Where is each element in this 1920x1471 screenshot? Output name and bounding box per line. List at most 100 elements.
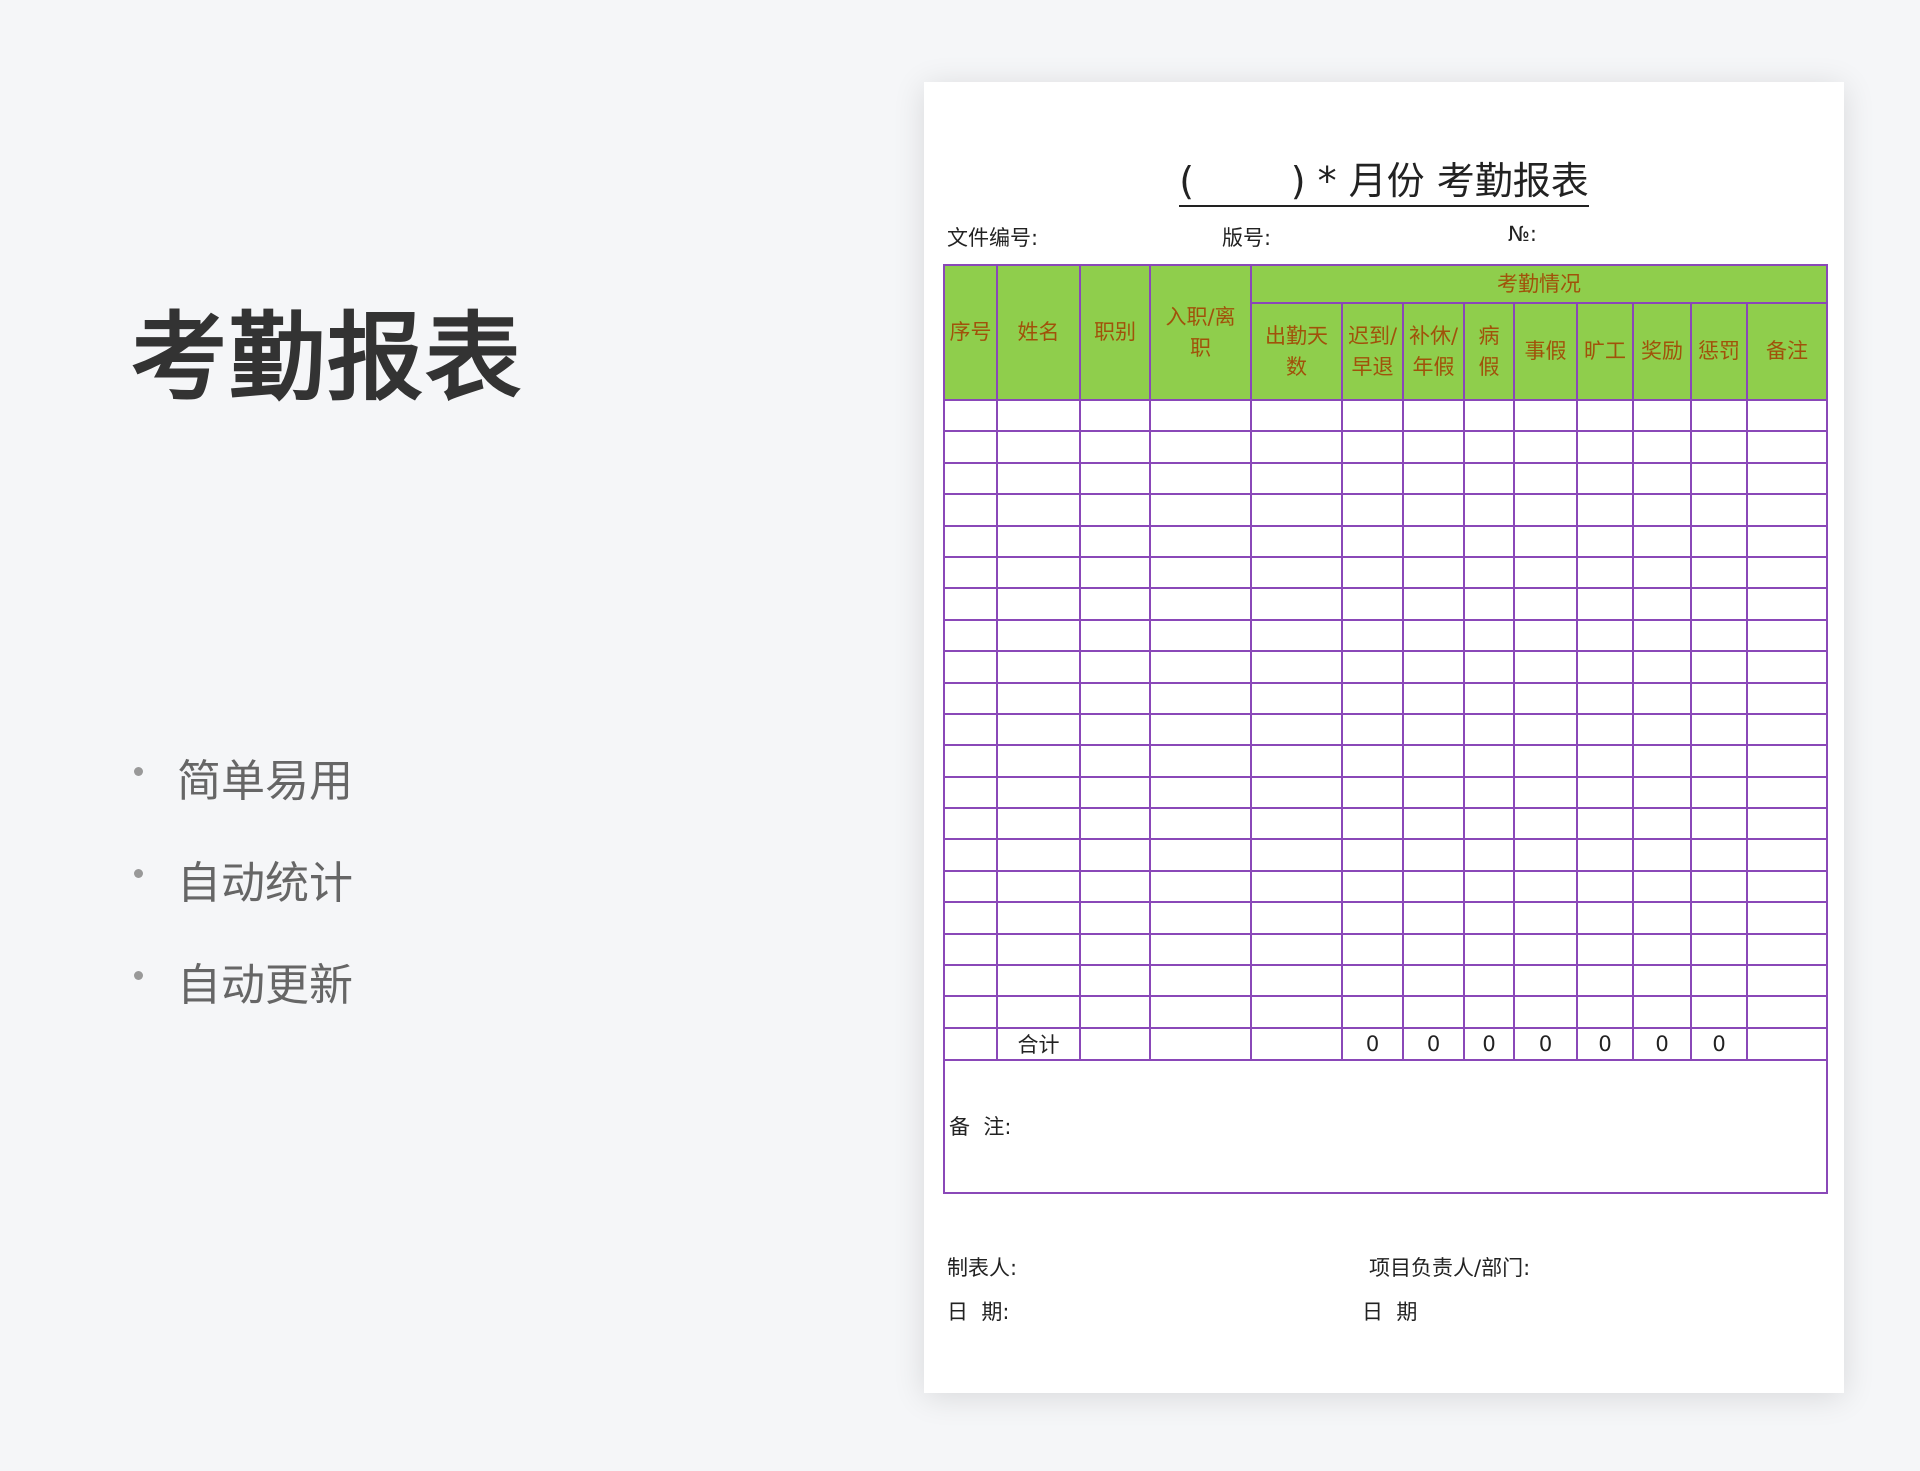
table-cell[interactable] <box>1576 524 1634 558</box>
table-cell[interactable] <box>996 807 1081 841</box>
table-cell[interactable] <box>1745 995 1829 1029</box>
table-cell[interactable] <box>1402 618 1465 653</box>
table-cell[interactable] <box>1513 430 1578 464</box>
table-cell[interactable] <box>1149 712 1252 747</box>
table-cell[interactable] <box>1690 838 1748 872</box>
table-cell[interactable] <box>1079 838 1151 872</box>
table-cell[interactable] <box>1250 901 1343 935</box>
table-cell[interactable] <box>1463 555 1515 590</box>
table-cell[interactable] <box>1341 901 1404 935</box>
table-cell[interactable] <box>1341 775 1404 810</box>
table-cell[interactable] <box>1632 650 1692 684</box>
table-cell[interactable] <box>1250 869 1343 904</box>
table-cell[interactable] <box>1745 932 1829 967</box>
table-cell[interactable] <box>943 744 998 778</box>
table-cell[interactable] <box>1513 712 1578 747</box>
table-cell[interactable] <box>943 964 998 998</box>
table-cell[interactable] <box>1463 901 1515 935</box>
table-cell[interactable] <box>1079 901 1151 935</box>
table-cell[interactable] <box>1576 712 1634 747</box>
table-cell[interactable] <box>1250 807 1343 841</box>
table-cell[interactable] <box>1463 932 1515 967</box>
table-cell[interactable] <box>1402 398 1465 433</box>
table-cell[interactable] <box>1690 398 1748 433</box>
table-cell[interactable] <box>1463 869 1515 904</box>
table-cell[interactable] <box>1463 807 1515 841</box>
table-cell[interactable] <box>1463 681 1515 715</box>
table-cell[interactable] <box>1576 493 1634 527</box>
table-cell[interactable] <box>1149 681 1252 715</box>
table-cell[interactable] <box>1079 744 1151 778</box>
table-cell[interactable] <box>1632 838 1692 872</box>
table-cell[interactable] <box>1250 995 1343 1029</box>
table-cell[interactable] <box>1463 430 1515 464</box>
table-cell[interactable] <box>1250 398 1343 433</box>
table-cell[interactable] <box>1402 775 1465 810</box>
table-cell[interactable] <box>1402 838 1465 872</box>
table-cell[interactable] <box>1745 869 1829 904</box>
table-cell[interactable] <box>1341 555 1404 590</box>
table-cell[interactable] <box>1149 493 1252 527</box>
table-cell[interactable] <box>1463 461 1515 496</box>
table-cell[interactable] <box>1402 555 1465 590</box>
table-cell[interactable] <box>1079 807 1151 841</box>
table-cell[interactable] <box>1690 932 1748 967</box>
table-cell[interactable] <box>1745 398 1829 433</box>
table-cell[interactable] <box>1079 932 1151 967</box>
table-cell[interactable] <box>1079 869 1151 904</box>
table-cell[interactable] <box>1149 869 1252 904</box>
table-cell[interactable] <box>1690 775 1748 810</box>
table-cell[interactable] <box>996 995 1081 1029</box>
table-cell[interactable] <box>1149 618 1252 653</box>
table-cell[interactable] <box>1576 995 1634 1029</box>
table-cell[interactable] <box>1402 932 1465 967</box>
table-cell[interactable] <box>1079 995 1151 1029</box>
table-cell[interactable] <box>1690 964 1748 998</box>
table-cell[interactable] <box>1250 461 1343 496</box>
table-cell[interactable] <box>943 712 998 747</box>
table-cell[interactable] <box>1690 650 1748 684</box>
table-cell[interactable] <box>1632 555 1692 590</box>
table-cell[interactable] <box>1250 681 1343 715</box>
table-cell[interactable] <box>1690 807 1748 841</box>
table-cell[interactable] <box>1250 744 1343 778</box>
table-cell[interactable] <box>1149 461 1252 496</box>
table-cell[interactable] <box>943 618 998 653</box>
table-cell[interactable] <box>1745 618 1829 653</box>
table-cell[interactable] <box>1513 650 1578 684</box>
table-cell[interactable] <box>1463 838 1515 872</box>
table-cell[interactable] <box>1149 775 1252 810</box>
table-cell[interactable] <box>996 869 1081 904</box>
table-cell[interactable] <box>943 493 998 527</box>
table-cell[interactable] <box>996 587 1081 621</box>
table-cell[interactable] <box>1690 587 1748 621</box>
table-cell[interactable] <box>1079 650 1151 684</box>
table-cell[interactable] <box>1079 964 1151 998</box>
table-cell[interactable] <box>943 587 998 621</box>
table-cell[interactable] <box>1149 398 1252 433</box>
table-cell[interactable] <box>1513 838 1578 872</box>
table-cell[interactable] <box>1149 995 1252 1029</box>
table-cell[interactable] <box>1690 995 1748 1029</box>
table-cell[interactable] <box>1576 964 1634 998</box>
table-cell[interactable] <box>1690 555 1748 590</box>
table-cell[interactable] <box>1690 712 1748 747</box>
table-cell[interactable] <box>996 964 1081 998</box>
table-cell[interactable] <box>1079 493 1151 527</box>
table-cell[interactable] <box>1632 430 1692 464</box>
table-cell[interactable] <box>1402 681 1465 715</box>
table-cell[interactable] <box>996 650 1081 684</box>
table-cell[interactable] <box>1402 430 1465 464</box>
table-cell[interactable] <box>1690 869 1748 904</box>
table-cell[interactable] <box>1341 461 1404 496</box>
table-cell[interactable] <box>1149 901 1252 935</box>
table-cell[interactable] <box>1149 964 1252 998</box>
table-cell[interactable] <box>943 1026 998 1061</box>
table-cell[interactable] <box>996 744 1081 778</box>
table-cell[interactable] <box>1513 461 1578 496</box>
table-cell[interactable] <box>1745 712 1829 747</box>
table-cell[interactable] <box>1341 681 1404 715</box>
table-cell[interactable] <box>1745 775 1829 810</box>
table-cell[interactable] <box>1341 587 1404 621</box>
table-cell[interactable] <box>996 901 1081 935</box>
